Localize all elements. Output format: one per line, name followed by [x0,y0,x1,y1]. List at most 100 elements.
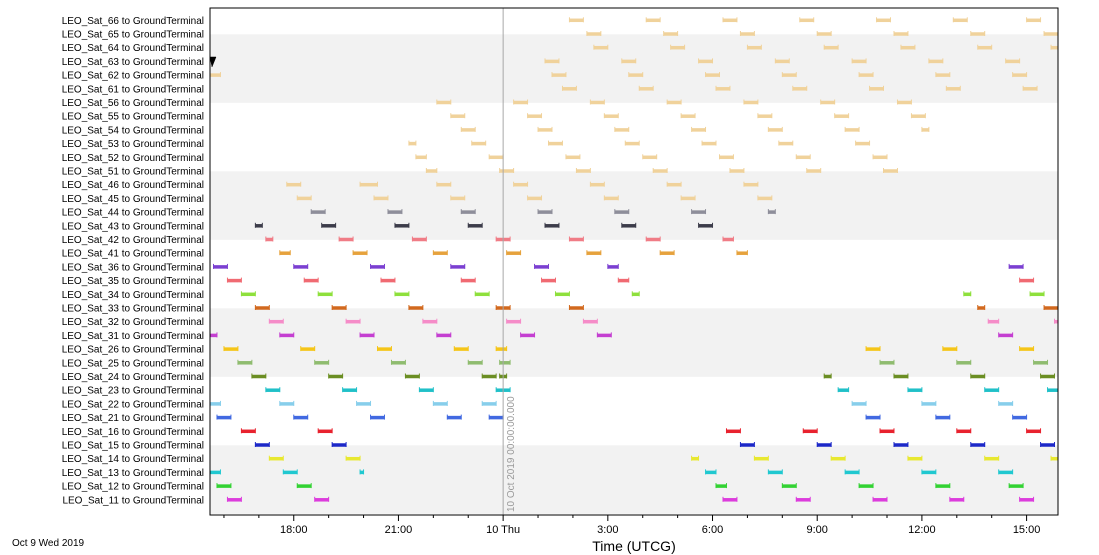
access-bar[interactable] [795,496,811,502]
access-bar[interactable] [935,72,951,78]
access-bar[interactable] [869,85,885,91]
access-bar[interactable] [1033,359,1049,365]
access-bar[interactable] [404,373,420,379]
access-bar[interactable] [701,140,717,146]
access-bar[interactable] [223,346,239,352]
access-bar[interactable] [743,99,759,105]
access-bar[interactable] [425,168,438,173]
access-bar[interactable] [879,428,895,434]
access-bar[interactable] [851,58,867,64]
access-bar[interactable] [907,387,923,393]
access-bar[interactable] [317,428,333,434]
access-bar[interactable] [390,359,406,365]
access-bar[interactable] [691,209,707,215]
access-bar[interactable] [722,236,734,242]
access-bar[interactable] [1043,305,1059,310]
access-bar[interactable] [816,31,832,36]
access-bar[interactable] [460,277,476,283]
access-bar[interactable] [935,414,951,420]
access-bar[interactable] [293,263,309,269]
access-bar[interactable] [823,373,832,379]
access-bar[interactable] [568,17,584,23]
access-bar[interactable] [778,140,794,146]
access-bar[interactable] [359,469,365,475]
access-bar[interactable] [844,126,860,132]
access-bar[interactable] [987,318,1000,324]
access-bar[interactable] [293,414,309,420]
access-bar[interactable] [216,414,232,420]
access-bar[interactable] [1047,387,1059,393]
access-bar[interactable] [984,455,1000,461]
access-bar[interactable] [883,168,898,173]
access-bar[interactable] [757,113,773,119]
access-bar[interactable] [603,113,619,119]
access-bar[interactable] [872,154,888,160]
access-bar[interactable] [268,455,284,461]
access-bar[interactable] [513,99,529,105]
access-bar[interactable] [691,126,707,132]
access-bar[interactable] [774,58,790,64]
access-bar[interactable] [628,72,644,78]
access-bar[interactable] [1022,85,1038,91]
access-bar[interactable] [663,31,679,36]
access-bar[interactable] [952,17,968,23]
access-bar[interactable] [342,387,358,393]
access-bar[interactable] [757,195,773,201]
access-bar[interactable] [359,181,379,187]
access-bar[interactable] [310,209,326,215]
access-bar[interactable] [638,85,654,91]
access-bar[interactable] [460,126,476,132]
access-bar[interactable] [586,250,602,256]
access-bar[interactable] [582,318,598,324]
access-bar[interactable] [855,140,871,146]
access-bar[interactable] [729,168,745,173]
access-bar[interactable] [1029,291,1045,297]
access-bar[interactable] [1026,17,1042,23]
access-bar[interactable] [659,250,675,256]
access-bar[interactable] [554,291,570,297]
access-bar[interactable] [561,85,577,91]
access-bar[interactable] [698,58,714,64]
access-bar[interactable] [331,442,347,447]
access-bar[interactable] [621,58,637,64]
access-bar[interactable] [792,85,808,91]
access-bar[interactable] [471,140,487,146]
access-bar[interactable] [844,469,860,475]
access-bar[interactable] [279,250,291,256]
access-bar[interactable] [736,250,748,256]
access-bar[interactable] [589,99,605,105]
access-bar[interactable] [956,359,972,365]
access-bar[interactable] [1040,373,1056,379]
access-bar[interactable] [328,373,344,379]
access-bar[interactable] [872,496,888,502]
access-bar[interactable] [387,209,403,215]
access-bar[interactable] [603,195,619,201]
access-bar[interactable] [928,58,944,64]
access-bar[interactable] [984,387,1000,393]
access-bar[interactable] [370,263,385,269]
access-bar[interactable] [575,168,591,173]
access-bar[interactable] [743,181,759,187]
access-bar[interactable] [499,168,515,173]
access-bar[interactable] [467,359,483,365]
access-bar[interactable] [450,113,466,119]
access-bar[interactable] [806,168,822,173]
access-bar[interactable] [303,277,319,283]
access-bar[interactable] [254,442,270,447]
access-bar[interactable] [380,277,396,283]
access-bar[interactable] [715,85,731,91]
access-bar[interactable] [586,31,602,36]
access-bar[interactable] [607,263,619,269]
access-bar[interactable] [240,291,256,297]
access-bar[interactable] [935,483,951,489]
access-bar[interactable] [286,181,302,187]
access-bar[interactable] [460,209,476,215]
access-bar[interactable] [970,442,986,447]
access-bar[interactable] [715,483,727,489]
access-bar[interactable] [893,31,909,36]
access-bar[interactable] [345,455,361,461]
access-bar[interactable] [746,44,762,50]
access-bar[interactable] [998,332,1014,338]
access-bar[interactable] [921,400,937,406]
access-bar[interactable] [282,469,298,475]
